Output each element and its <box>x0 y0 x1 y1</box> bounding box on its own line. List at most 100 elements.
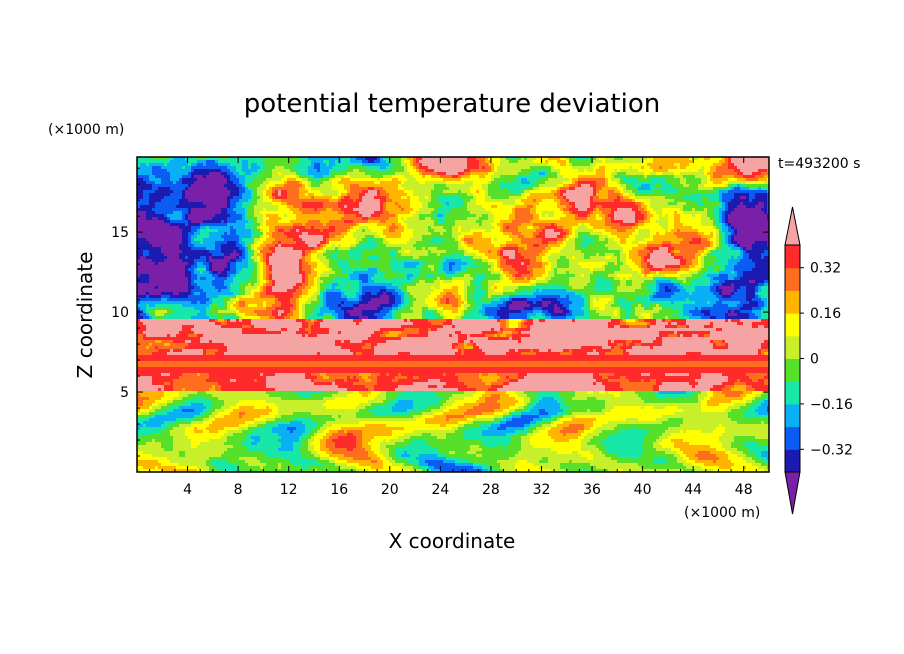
field-cell <box>503 247 519 251</box>
field-cell <box>254 235 261 239</box>
field-cell <box>233 181 240 185</box>
field-cell <box>491 181 501 185</box>
field-cell <box>275 238 294 242</box>
field-cell <box>542 289 567 293</box>
field-cell <box>725 220 729 224</box>
field-cell <box>275 316 285 320</box>
field-cell <box>758 352 762 356</box>
field-cell <box>644 214 648 218</box>
field-cell <box>653 235 678 239</box>
field-cell <box>542 313 546 317</box>
field-cell <box>617 187 624 191</box>
field-cell <box>731 199 750 203</box>
field-cell <box>692 280 711 284</box>
field-cell <box>689 292 693 296</box>
field-cell <box>539 226 546 230</box>
field-cell <box>251 247 255 251</box>
field-cell <box>530 166 552 170</box>
field-cell <box>260 283 264 287</box>
field-cell <box>626 319 636 323</box>
field-cell <box>638 169 654 173</box>
field-cell <box>557 184 564 188</box>
field-cell <box>503 289 516 293</box>
chart-title: potential temperature deviation <box>244 89 660 119</box>
field-cell <box>500 187 504 191</box>
field-cell <box>350 157 357 161</box>
field-cell <box>722 214 726 218</box>
field-cell <box>755 280 765 284</box>
field-cell <box>335 229 348 233</box>
field-cell <box>734 283 759 287</box>
field-cell <box>197 334 204 338</box>
field-cell <box>188 283 192 287</box>
field-cell <box>404 433 423 437</box>
field-cell <box>326 244 333 248</box>
field-cell <box>287 193 300 197</box>
field-cell <box>242 316 261 320</box>
field-cell <box>242 163 249 167</box>
field-cell <box>341 346 363 350</box>
field-cell <box>215 247 222 251</box>
field-cell <box>497 250 501 254</box>
field-cell <box>758 325 765 329</box>
field-cell <box>374 211 384 215</box>
field-cell <box>506 181 510 185</box>
field-cell <box>434 289 444 293</box>
field-cell <box>608 379 630 383</box>
field-cell <box>386 340 459 344</box>
field-cell <box>233 445 246 449</box>
field-cell <box>407 178 417 182</box>
field-cell <box>533 184 540 188</box>
field-cell <box>542 256 549 260</box>
field-cell <box>263 235 270 239</box>
field-cell <box>524 247 528 251</box>
field-cell <box>443 412 465 416</box>
field-cell <box>170 223 186 227</box>
field-cell <box>734 286 741 290</box>
field-cell <box>362 190 369 194</box>
field-cell <box>713 226 717 230</box>
field-cell <box>191 235 198 239</box>
field-cell <box>500 220 513 224</box>
field-cell <box>368 394 378 398</box>
field-cell <box>575 187 594 191</box>
field-cell <box>638 205 642 209</box>
field-cell <box>137 274 141 278</box>
field-cell <box>317 421 327 425</box>
field-cell <box>476 274 486 278</box>
field-cell <box>278 190 282 194</box>
field-cell <box>338 247 351 251</box>
field-cell <box>722 442 732 446</box>
field-cell <box>188 343 225 347</box>
field-cell <box>458 292 465 296</box>
field-cell <box>440 292 447 296</box>
field-cell <box>683 286 696 290</box>
field-cell <box>341 307 354 311</box>
field-cell <box>542 418 552 422</box>
field-cell <box>254 268 258 272</box>
field-cell <box>140 298 162 302</box>
field-cell <box>194 430 204 434</box>
field-cell <box>449 262 456 266</box>
field-cell <box>305 313 312 317</box>
field-cell <box>149 412 156 416</box>
field-cell <box>293 442 303 446</box>
field-cell <box>314 379 336 383</box>
field-cell <box>554 193 561 197</box>
field-cell <box>161 199 180 203</box>
field-cell <box>320 163 327 167</box>
field-cell <box>332 178 342 182</box>
field-cell <box>353 319 363 323</box>
field-cell <box>236 166 243 170</box>
field-cell <box>569 202 576 206</box>
field-cell <box>512 280 531 284</box>
field-cell <box>722 433 769 437</box>
field-cell <box>629 193 636 197</box>
field-cell <box>326 286 333 290</box>
field-cell <box>644 439 657 443</box>
field-cell <box>386 220 399 224</box>
field-cell <box>428 247 438 251</box>
field-cell <box>377 193 381 197</box>
field-cell <box>296 241 306 245</box>
field-cell <box>227 211 237 215</box>
